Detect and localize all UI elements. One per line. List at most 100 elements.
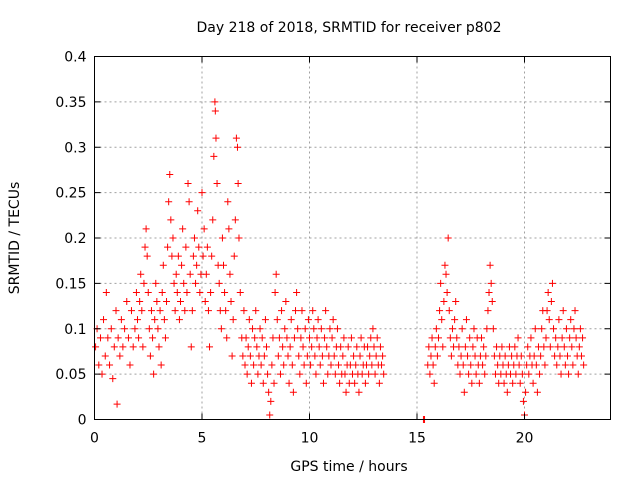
y-tick-label: 0.05 (55, 367, 86, 383)
data-point (296, 370, 304, 378)
data-point (512, 370, 520, 378)
data-point (97, 334, 105, 342)
data-point (272, 270, 280, 278)
data-point (278, 307, 286, 315)
data-point (306, 334, 313, 342)
data-point (222, 307, 230, 315)
data-point (514, 334, 522, 342)
data-point (252, 307, 260, 315)
data-point (257, 361, 265, 369)
data-point (259, 379, 267, 387)
data-point (543, 307, 551, 315)
data-point (475, 379, 483, 387)
data-point (95, 361, 103, 369)
data-point (443, 288, 451, 296)
data-point (266, 411, 274, 419)
data-point (453, 334, 461, 342)
data-point (284, 352, 292, 360)
x-tick-label: 15 (408, 431, 426, 447)
data-point (192, 279, 200, 287)
data-point (538, 325, 546, 333)
data-point (140, 279, 148, 287)
data-point (541, 361, 549, 369)
data-point (129, 343, 137, 351)
data-point (358, 370, 366, 378)
data-point (460, 388, 468, 396)
data-point (180, 279, 188, 287)
data-point (550, 325, 558, 333)
data-point (123, 298, 131, 306)
data-point (181, 307, 189, 315)
y-tick-label: 0 (78, 413, 87, 429)
data-point (488, 298, 496, 306)
data-point (577, 352, 585, 360)
data-point (302, 379, 310, 387)
data-point (335, 361, 343, 369)
data-point (300, 361, 308, 369)
data-point (529, 379, 537, 387)
data-point (428, 334, 436, 342)
data-point (522, 388, 530, 396)
data-point (233, 143, 241, 151)
data-point (448, 325, 456, 333)
data-point (143, 252, 151, 260)
data-point (164, 243, 172, 251)
data-point (312, 370, 320, 378)
data-point (203, 243, 211, 251)
data-point (487, 279, 495, 287)
data-point (226, 270, 234, 278)
data-point (364, 343, 372, 351)
data-point (251, 334, 259, 342)
data-point (258, 334, 266, 342)
data-point (371, 370, 379, 378)
data-point (303, 352, 311, 360)
data-point (451, 316, 459, 324)
data-point (575, 343, 583, 351)
x-tick-label: 10 (301, 431, 319, 447)
data-point (336, 379, 344, 387)
data-point (210, 152, 218, 160)
data-point (566, 334, 574, 342)
data-point (134, 316, 141, 324)
data-point (314, 316, 322, 324)
data-point (113, 400, 121, 408)
data-point (286, 343, 294, 351)
data-point (373, 334, 381, 342)
data-point (501, 352, 509, 360)
data-point (254, 370, 262, 378)
data-point (546, 343, 554, 351)
data-point (459, 361, 467, 369)
data-point (330, 352, 338, 360)
data-point (568, 343, 576, 351)
data-point (515, 361, 523, 369)
data-point (498, 343, 506, 351)
data-point (375, 379, 383, 387)
data-point (217, 325, 225, 333)
data-point (431, 343, 439, 351)
data-point (167, 216, 175, 224)
data-point (433, 352, 441, 360)
data-point (340, 334, 348, 342)
data-point (142, 225, 150, 233)
data-point (132, 288, 140, 296)
data-point (261, 316, 269, 324)
data-point (179, 225, 187, 233)
data-point (276, 370, 284, 378)
data-point (457, 352, 465, 360)
data-point (559, 307, 567, 315)
data-point (170, 279, 178, 287)
data-point (503, 388, 511, 396)
chart-title: Day 218 of 2018, SRMTID for receiver p80… (196, 20, 501, 36)
data-point (156, 307, 164, 315)
data-point (483, 325, 491, 333)
data-point (265, 388, 273, 396)
data-point (467, 361, 475, 369)
x-axis-label: GPS time / hours (290, 459, 407, 475)
data-point (138, 307, 146, 315)
data-point (207, 288, 215, 296)
data-point (548, 279, 556, 287)
data-point (135, 334, 143, 342)
data-point (342, 388, 350, 396)
data-point (368, 361, 376, 369)
